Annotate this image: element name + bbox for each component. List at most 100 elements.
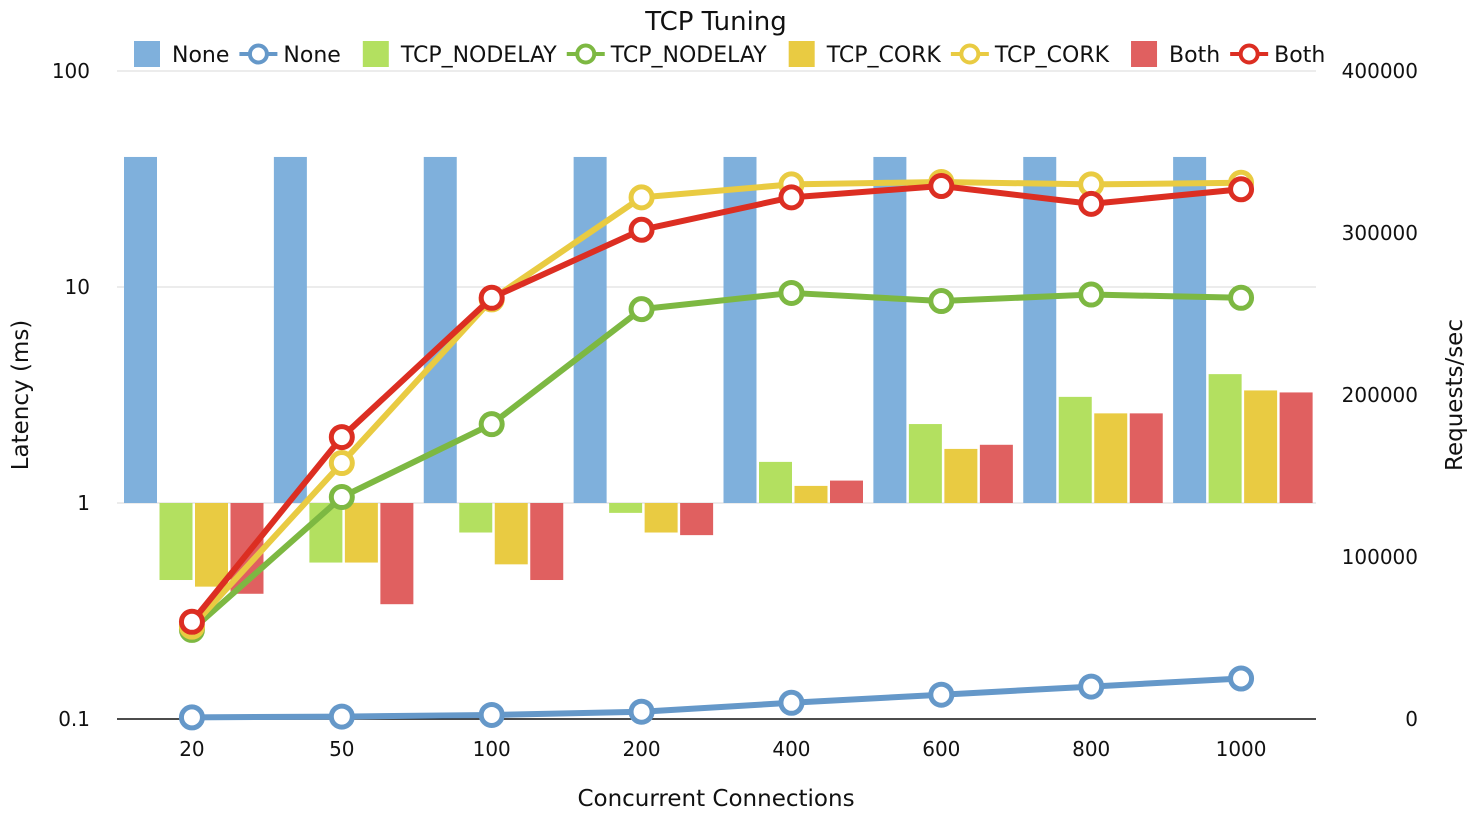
legend-marker [247, 43, 269, 65]
bar-tcp-cork-50 [344, 503, 378, 563]
legend-swatch [134, 41, 160, 67]
bar-tcp-nodelay-200 [609, 503, 643, 513]
point-none-800 [1078, 673, 1105, 700]
legend: None None TCP_NODELAY TCP_NODELAY TCP_CORK TC… [134, 41, 1325, 68]
legend-label: None [283, 43, 340, 68]
line-none [188, 675, 1245, 721]
bar-series [124, 156, 1313, 605]
point-both-1000 [1228, 176, 1255, 203]
point-none-600 [928, 681, 955, 708]
x-tick-label: 200 [622, 737, 660, 761]
legend-marker [575, 43, 597, 65]
bar-tcp-cork-100 [494, 503, 528, 565]
bar-none-20 [124, 156, 157, 503]
legend-label: Both [1274, 43, 1325, 68]
y-left-tick-label: 1 [77, 491, 90, 515]
x-tick-label: 400 [772, 737, 810, 761]
bar-series-none [124, 156, 1207, 503]
legend-item-bar-tcp-nodelay: TCP_NODELAY [362, 41, 557, 68]
legend-swatch [362, 41, 389, 67]
legend-label: Both [1169, 43, 1220, 68]
legend-label: TCP_CORK [826, 43, 942, 68]
legend-swatch [788, 41, 815, 67]
point-none-400 [778, 689, 805, 716]
bar-none-50 [273, 156, 307, 503]
x-axis-label: Concurrent Connections [577, 786, 854, 812]
legend-marker [959, 43, 981, 65]
bar-both-600 [979, 444, 1013, 503]
x-tick-label: 600 [922, 737, 960, 761]
bar-series-tcp-nodelay [159, 374, 1242, 581]
legend-item-line-tcp-nodelay: TCP_NODELAY [566, 43, 767, 68]
y-right-tick-label: 400000 [1342, 59, 1418, 83]
y-left-ticks: 100 10 1 0.1 [52, 59, 90, 731]
point-tcp-nodelay-100 [478, 411, 505, 438]
line-series [178, 168, 1255, 731]
y-left-tick-label: 0.1 [58, 707, 90, 731]
y-right-ticks: 400000 300000 200000 100000 0 [1342, 59, 1418, 731]
y-right-tick-label: 0 [1405, 707, 1418, 731]
bar-series-tcp-cork [195, 390, 1278, 587]
bar-tcp-cork-800 [1094, 413, 1128, 503]
x-tick-label: 50 [329, 737, 354, 761]
legend-label: TCP_NODELAY [400, 43, 557, 68]
x-ticks: 20 50 100 200 400 600 800 1000 [179, 737, 1266, 761]
bar-both-1000 [1279, 392, 1313, 503]
legend-swatch [1131, 41, 1158, 67]
line-series-tcp-nodelay [178, 279, 1255, 643]
legend-label: TCP_NODELAY [610, 43, 767, 68]
line-series-both [178, 173, 1255, 635]
point-both-800 [1078, 190, 1105, 217]
legend-item-bar-none: None [134, 41, 229, 68]
legend-item-bar-tcp-cork: TCP_CORK [788, 41, 942, 68]
point-tcp-nodelay-800 [1078, 281, 1105, 308]
point-both-400 [778, 184, 805, 211]
bar-tcp-nodelay-400 [759, 461, 792, 503]
chart-title: TCP Tuning [644, 7, 787, 37]
legend-item-line-tcp-cork: TCP_CORK [950, 43, 1110, 68]
point-both-50 [328, 424, 355, 451]
line-tcp-nodelay [188, 289, 1245, 633]
bar-both-200 [680, 503, 714, 536]
bar-tcp-nodelay-600 [908, 424, 942, 503]
legend-marker [1238, 43, 1260, 65]
line-both [188, 183, 1245, 625]
point-none-100 [478, 701, 505, 728]
y-right-tick-label: 200000 [1342, 383, 1418, 407]
bar-tcp-cork-200 [644, 503, 678, 533]
point-none-50 [328, 703, 355, 730]
point-both-200 [628, 216, 655, 243]
point-tcp-nodelay-400 [778, 279, 805, 306]
bar-none-200 [573, 156, 607, 503]
point-none-20 [178, 704, 205, 731]
bar-both-400 [830, 480, 863, 503]
bar-tcp-cork-20 [195, 503, 228, 587]
x-tick-label: 1000 [1216, 737, 1267, 761]
y-left-tick-label: 10 [65, 275, 90, 299]
point-tcp-cork-200 [628, 184, 655, 211]
x-tick-label: 20 [179, 737, 204, 761]
bar-tcp-nodelay-800 [1058, 396, 1092, 503]
bar-both-100 [530, 503, 564, 581]
y-right-tick-label: 100000 [1342, 545, 1418, 569]
point-none-200 [628, 698, 655, 725]
point-tcp-nodelay-50 [328, 484, 355, 511]
point-tcp-nodelay-1000 [1228, 284, 1255, 311]
legend-item-line-none: None [239, 43, 341, 68]
x-tick-label: 800 [1072, 737, 1110, 761]
line-tcp-cork [188, 178, 1245, 630]
point-tcp-nodelay-200 [628, 296, 655, 323]
legend-label: None [172, 43, 229, 68]
y-left-axis-label: Latency (ms) [8, 320, 34, 471]
x-tick-label: 100 [473, 737, 511, 761]
bar-none-600 [873, 156, 907, 503]
y-left-tick-label: 100 [52, 59, 90, 83]
legend-item-bar-both: Both [1131, 41, 1220, 68]
bar-tcp-cork-600 [944, 448, 978, 503]
point-tcp-cork-50 [328, 450, 355, 477]
bar-both-50 [380, 503, 414, 605]
bar-tcp-nodelay-100 [459, 503, 493, 533]
legend-label: TCP_CORK [994, 43, 1110, 68]
point-both-600 [928, 173, 955, 200]
legend-item-line-both: Both [1230, 43, 1325, 68]
